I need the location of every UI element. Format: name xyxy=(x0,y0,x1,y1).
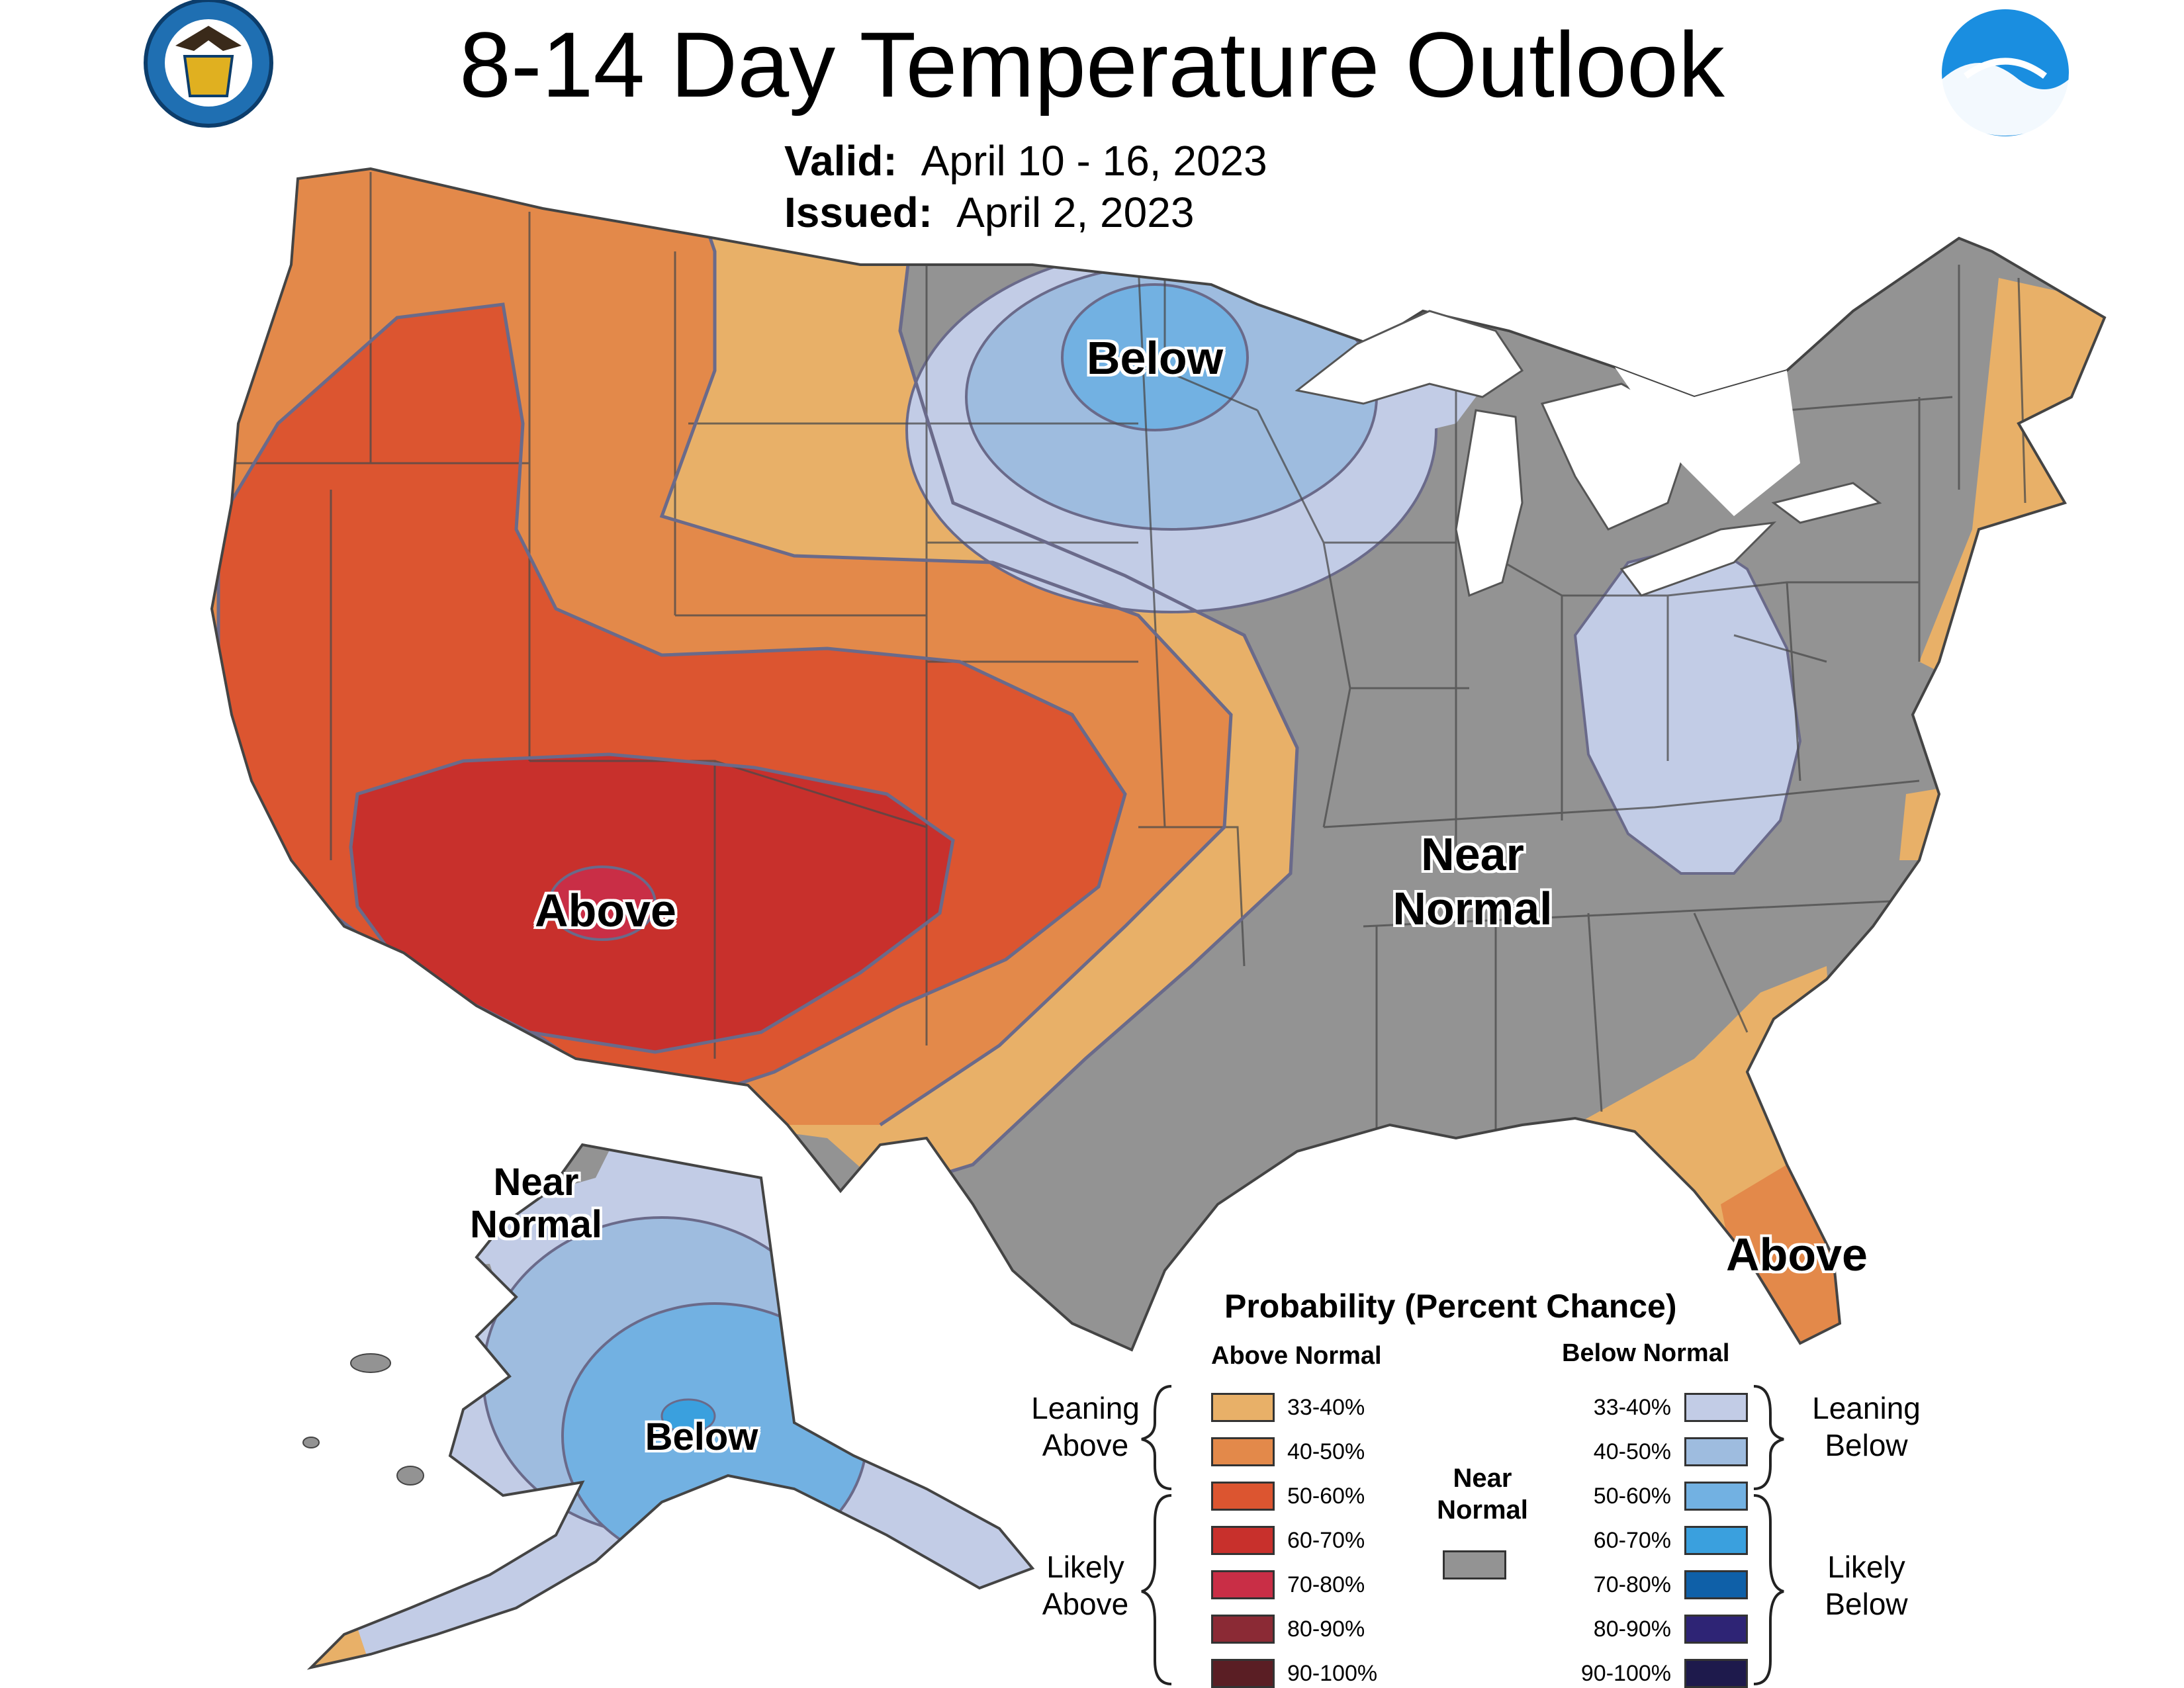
legend-above-header: Above Normal xyxy=(1211,1342,1382,1370)
legend-below-swatch-3 xyxy=(1684,1526,1748,1555)
leaning-above-label: Leaning Above xyxy=(1006,1390,1165,1464)
ak-near-normal-label: Near Normal xyxy=(470,1161,602,1246)
likely-above-line2: Above xyxy=(1042,1587,1129,1621)
legend-below-label-3: 60-70% xyxy=(1593,1528,1671,1553)
conus-above-west-label: Above xyxy=(535,885,676,936)
legend-above-swatch-4 xyxy=(1211,1570,1275,1599)
ak-near-line2: Normal xyxy=(470,1203,602,1246)
legend-near-header: Near Normal xyxy=(1423,1462,1542,1526)
legend-above-swatch-5 xyxy=(1211,1615,1275,1644)
lake-erie xyxy=(1619,521,1777,597)
legend-above-label-1: 40-50% xyxy=(1287,1439,1365,1464)
legend-below-swatch-5 xyxy=(1684,1615,1748,1644)
legend-above-label-3: 60-70% xyxy=(1287,1528,1365,1553)
legend-above-label-2: 50-60% xyxy=(1287,1484,1365,1509)
valid-line: Valid: April 10 - 16, 2023 xyxy=(784,136,1267,186)
above-70-80-core xyxy=(548,866,657,941)
legend-below-swatch-1 xyxy=(1684,1437,1748,1466)
conus-near-line1: Near xyxy=(1421,828,1524,880)
leaning-above-line2: Above xyxy=(1042,1428,1129,1462)
legend-above-label-6: 90-100% xyxy=(1287,1661,1378,1686)
legend-above-label-0: 33-40% xyxy=(1287,1395,1365,1420)
likely-below-line2: Below xyxy=(1825,1587,1908,1621)
ak-near-line1: Near xyxy=(493,1161,579,1204)
conus-below-label: Below xyxy=(1086,332,1224,384)
commerce-seal xyxy=(144,0,273,128)
legend-below-label-4: 70-80% xyxy=(1593,1572,1671,1597)
legend-braces xyxy=(1141,1385,1784,1685)
ak-near-normal-west xyxy=(397,1264,503,1323)
issued-line: Issued: April 2, 2023 xyxy=(784,187,1194,238)
lake-michigan xyxy=(1455,409,1524,598)
canada-lake-region xyxy=(1615,367,1800,516)
legend-below-swatch-0 xyxy=(1684,1393,1748,1422)
legend-below-header: Below Normal xyxy=(1562,1339,1730,1367)
conus-near-normal-label: Near Normal xyxy=(1392,827,1552,936)
legend-above-swatch-6 xyxy=(1211,1659,1275,1688)
alaska-islands xyxy=(302,1353,424,1486)
legend-above-swatch-2 xyxy=(1211,1482,1275,1511)
legend-above-swatch-0 xyxy=(1211,1393,1275,1422)
legend-near-line2: Normal xyxy=(1437,1495,1528,1525)
near-normal-swatch xyxy=(1443,1550,1506,1579)
likely-below-label: Likely Below xyxy=(1787,1548,1946,1622)
legend-below-label-0: 33-40% xyxy=(1593,1395,1671,1420)
page-title: 8-14 Day Temperature Outlook xyxy=(459,13,1725,116)
likely-above-label: Likely Above xyxy=(1006,1548,1165,1622)
likely-below-line1: Likely xyxy=(1827,1550,1905,1584)
alaska-outline xyxy=(306,1143,1035,1670)
legend-above-swatch-3 xyxy=(1211,1526,1275,1555)
leaning-below-line1: Leaning xyxy=(1812,1391,1921,1425)
legend-below-label-1: 40-50% xyxy=(1593,1439,1671,1464)
legend-above-label-5: 80-90% xyxy=(1287,1617,1365,1642)
ak-below-60-70 xyxy=(660,1398,716,1434)
below-50-60-north xyxy=(1061,283,1249,431)
leaning-above-line1: Leaning xyxy=(1031,1391,1140,1425)
valid-label: Valid: xyxy=(784,137,897,185)
legend-near-line1: Near xyxy=(1453,1464,1512,1493)
ak-below-label: Below xyxy=(645,1415,758,1458)
legend-above-label-4: 70-80% xyxy=(1287,1572,1365,1597)
likely-above-line1: Likely xyxy=(1046,1550,1124,1584)
lake-ontario xyxy=(1771,482,1882,524)
lake-superior xyxy=(1295,310,1524,405)
legend-below-label-5: 80-90% xyxy=(1593,1617,1671,1642)
legend-below-label-2: 50-60% xyxy=(1593,1484,1671,1509)
legend-below-label-6: 90-100% xyxy=(1580,1661,1671,1686)
leaning-below-label: Leaning Below xyxy=(1787,1390,1946,1464)
valid-value: April 10 - 16, 2023 xyxy=(921,137,1267,185)
noaa-logo xyxy=(1942,9,2069,136)
legend-below-swatch-4 xyxy=(1684,1570,1748,1599)
conus-above-fl-label: Above xyxy=(1726,1229,1868,1280)
legend-above-swatch-1 xyxy=(1211,1437,1275,1466)
great-lakes xyxy=(1295,310,1882,598)
issued-label: Issued: xyxy=(784,189,933,236)
issued-value: April 2, 2023 xyxy=(956,189,1195,236)
state-boundaries xyxy=(225,172,2026,1165)
legend-below-swatch-6 xyxy=(1684,1659,1748,1688)
conus-near-line2: Normal xyxy=(1392,883,1553,934)
leaning-below-line2: Below xyxy=(1825,1428,1908,1462)
legend-title: Probability (Percent Chance) xyxy=(1224,1288,1677,1325)
legend-below-swatch-2 xyxy=(1684,1482,1748,1511)
